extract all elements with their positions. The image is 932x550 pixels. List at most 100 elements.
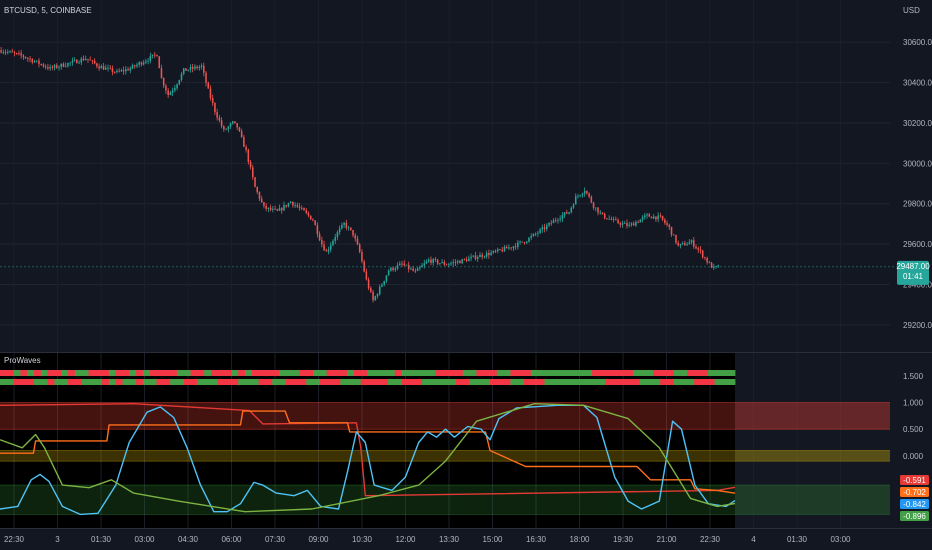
status-cell — [340, 379, 348, 385]
status-cell — [156, 370, 164, 376]
candle-body — [552, 220, 555, 224]
candle-body — [652, 216, 655, 219]
candle — [136, 62, 138, 69]
candle — [198, 64, 201, 71]
candle-body — [583, 190, 586, 194]
candle — [521, 241, 524, 243]
price-tick-label: 29400.00 — [903, 280, 932, 289]
candle-body — [93, 60, 96, 64]
candle — [583, 187, 586, 197]
candle-body — [332, 240, 334, 246]
end-value-text: -0.591 — [903, 476, 926, 485]
indicator-series-line — [0, 403, 736, 497]
candle-body — [541, 227, 544, 230]
candle-body — [588, 193, 590, 197]
candle-body — [58, 66, 60, 68]
end-value-badge: -0.896 — [900, 511, 929, 521]
candle — [80, 56, 83, 66]
status-cell — [666, 370, 675, 376]
candle-body — [325, 250, 328, 252]
status-cell — [653, 370, 661, 376]
candle — [410, 266, 412, 271]
candle — [343, 221, 345, 228]
candle — [176, 83, 178, 91]
candle — [240, 128, 243, 138]
candle — [517, 239, 519, 250]
status-cell — [421, 370, 430, 376]
status-cell — [646, 370, 654, 376]
candle — [2, 49, 5, 55]
candle — [679, 243, 682, 249]
candle — [661, 215, 664, 222]
candle — [309, 215, 312, 220]
candle — [414, 268, 417, 274]
candle — [657, 212, 659, 223]
candle-body — [27, 58, 29, 59]
candle-body — [664, 219, 666, 223]
candle-body — [441, 261, 443, 264]
candle — [107, 64, 109, 72]
candle-body — [298, 206, 301, 208]
indicator-axis[interactable]: 1.500 1.000 0.500 0.000 — [903, 372, 924, 461]
candle-body — [309, 215, 312, 220]
candle-body — [53, 65, 56, 68]
candle-body — [470, 256, 472, 259]
status-cell — [333, 379, 341, 385]
time-axis[interactable]: 22:30 3 01:30 03:00 04:30 06:00 07:30 09:00 10:3… — [4, 535, 851, 544]
candle-body — [497, 249, 499, 252]
candle-body — [234, 121, 236, 124]
candle-body — [648, 214, 651, 217]
candle — [67, 62, 69, 68]
candle — [392, 267, 394, 272]
candle — [301, 205, 303, 211]
candle — [427, 257, 430, 264]
status-cell — [496, 379, 505, 385]
candle-body — [432, 259, 434, 263]
candle-body — [316, 225, 319, 235]
candle-body — [592, 202, 595, 208]
candle-body — [621, 223, 624, 225]
candle-body — [367, 279, 370, 289]
candle — [40, 63, 42, 66]
candle-body — [107, 67, 109, 69]
candle — [474, 251, 477, 261]
candle-body — [690, 240, 693, 243]
candle — [421, 262, 423, 268]
candle-body — [329, 245, 332, 250]
candle — [376, 292, 379, 299]
candle — [387, 269, 390, 276]
candle-body — [44, 66, 47, 68]
candle-body — [668, 224, 671, 227]
candle — [20, 49, 22, 59]
status-cell — [496, 370, 505, 376]
candle — [341, 222, 343, 230]
price-axis[interactable]: 30600.00 30400.00 30200.00 30000.00 29800.00… — [903, 38, 932, 330]
status-cell — [449, 370, 457, 376]
end-value-box — [900, 475, 929, 485]
candle-body — [412, 268, 414, 271]
candle-body — [76, 59, 78, 64]
candle-body — [514, 246, 517, 248]
candle — [76, 58, 78, 64]
candle — [621, 220, 624, 228]
price-candles[interactable] — [0, 46, 720, 303]
status-cell — [313, 370, 321, 376]
candle — [53, 63, 56, 71]
status-cell — [605, 379, 613, 385]
status-cell — [449, 379, 457, 385]
status-cell — [728, 370, 736, 376]
status-cell — [176, 379, 185, 385]
candle-body — [416, 268, 419, 271]
candle-body — [490, 252, 492, 256]
status-cell — [251, 370, 260, 376]
time-tick-label: 16:30 — [526, 535, 547, 544]
candle-body — [260, 198, 263, 203]
candle-body — [178, 79, 181, 85]
candle-body — [459, 261, 461, 264]
candle — [485, 250, 488, 259]
candle — [439, 262, 441, 266]
candle — [632, 221, 635, 226]
candle — [479, 251, 481, 258]
candle — [503, 244, 506, 252]
